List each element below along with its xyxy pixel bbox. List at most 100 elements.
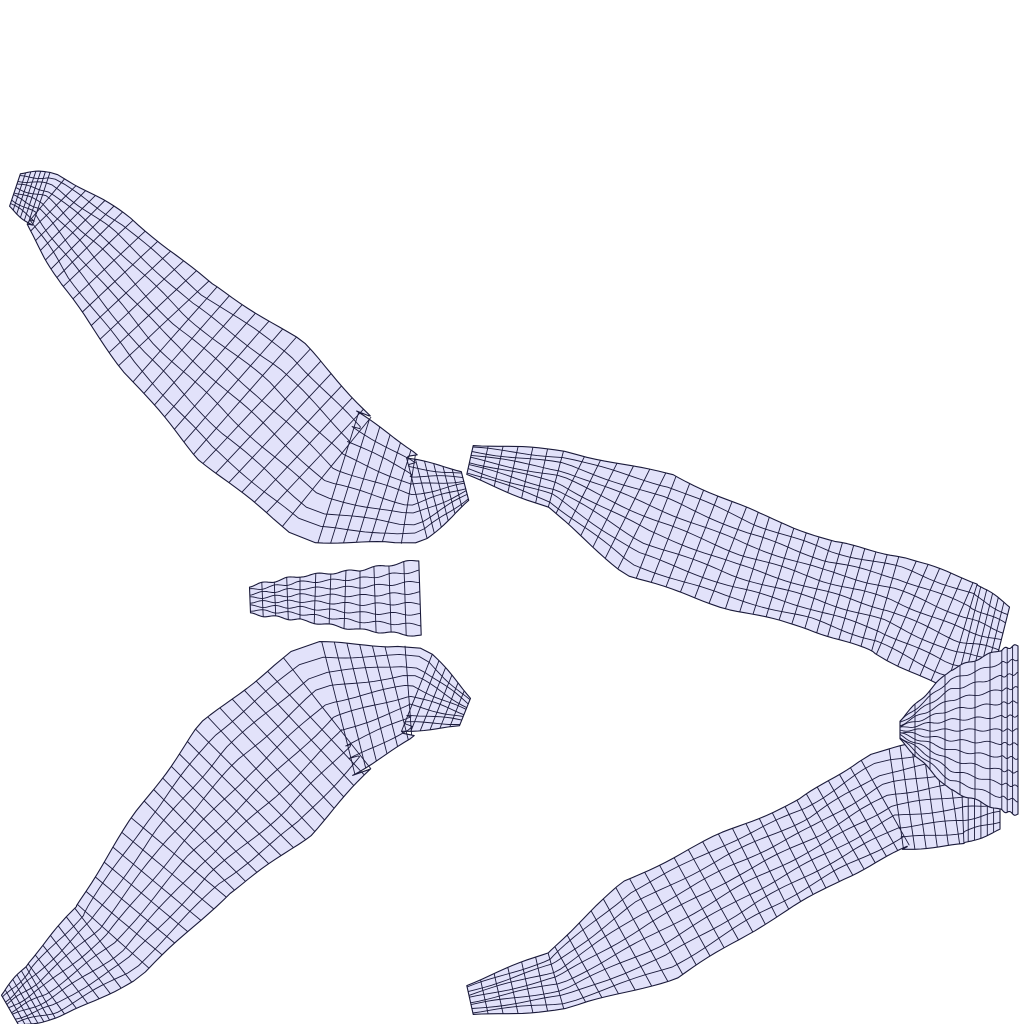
- left-limb-0-col-line: [35, 190, 86, 241]
- left-limb-2-col-line: [286, 577, 289, 620]
- right-limb-0-col-line: [908, 572, 952, 672]
- left-limb-2-col-line: [388, 565, 392, 633]
- left-limb-1-col-line: [439, 682, 459, 729]
- right-limb-1-col-line: [566, 934, 603, 998]
- left-limb-1-col-line: [130, 817, 227, 898]
- right-limb-0-col-line: [592, 465, 634, 548]
- left-limb-1-col-line: [267, 670, 365, 776]
- left-limb-0-col-line: [27, 171, 46, 223]
- left-limb-1-col-line: [219, 707, 325, 821]
- right-limb-1-col-line: [839, 774, 887, 857]
- left-limb-2-col-line: [328, 574, 332, 624]
- right-limb-1-col-line: [805, 793, 854, 876]
- left-limb-1-col-line: [333, 641, 367, 769]
- right-limb-1-col-line: [659, 865, 711, 957]
- left-limb-1-col-line: [282, 657, 371, 769]
- right-limb-0-col-line: [724, 512, 759, 610]
- right-limb-1-col-line: [578, 922, 619, 995]
- left-limb-0-col-line: [143, 295, 230, 394]
- left-limb-0-col-line: [19, 171, 37, 218]
- left-limb-0-col-line: [451, 469, 463, 507]
- left-limb-0-col-line: [16, 171, 32, 215]
- right-limb-1-col-line: [615, 887, 669, 982]
- left-limb-1-col-line: [112, 846, 202, 921]
- left-limb-1-col-line: [42, 945, 89, 1004]
- right-limb-1-col-line: [816, 786, 865, 870]
- left-limb-2-col-line: [261, 582, 264, 617]
- left-limb-2-outline: [248, 559, 422, 637]
- left-limb-0-col-line: [330, 419, 370, 544]
- right-limb-0-col-line: [650, 483, 691, 583]
- right-limb-0-col-line: [580, 463, 618, 536]
- left-limb-0-col-line: [381, 449, 412, 542]
- right-limb-0-outline: [466, 445, 1011, 688]
- left-limb-1-col-line: [346, 642, 377, 762]
- left-limb-0-col-line: [215, 360, 322, 474]
- left-limb-1-col-line: [8, 984, 32, 1024]
- right-limb-1-col-line: [850, 767, 899, 851]
- right-limb-1-col-line: [702, 841, 754, 933]
- right-limb-1-col-line: [731, 828, 778, 918]
- left-limb-1-col-line: [179, 753, 282, 856]
- left-limb-1-col-line: [65, 916, 122, 989]
- left-limb-2-col-line: [403, 561, 407, 636]
- left-limb-1-col-line: [404, 645, 413, 736]
- left-limb-0-col-line: [62, 219, 134, 287]
- left-limb-2-col-line: [313, 573, 317, 624]
- left-limb-1-col-line: [187, 741, 294, 849]
- left-limb-1-col-line: [429, 674, 453, 730]
- left-limb-0-col-line: [228, 373, 332, 483]
- left-limb-0-col-line: [26, 178, 66, 224]
- right-limb-1-col-line: [554, 946, 586, 1003]
- right-limb-1-col-line: [745, 823, 790, 910]
- left-limb-1-col-line: [384, 646, 409, 741]
- right-limb-0-col-line: [708, 506, 747, 604]
- left-limb-1-col-line: [57, 925, 111, 994]
- left-arrow-mesh: [0, 170, 472, 1024]
- left-limb-1-col-line: [27, 963, 65, 1015]
- left-limb-0-col-line: [202, 348, 311, 464]
- right-limb-0-col-line: [860, 554, 888, 647]
- left-limb-2-col-line: [343, 570, 347, 629]
- left-limb-1-col-line: [85, 891, 163, 956]
- left-limb-0-col-line: [118, 280, 210, 367]
- left-limb-1-col-line: [359, 644, 388, 754]
- right-limb-1-col-line: [758, 818, 802, 902]
- right-limb-0-col-line: [791, 536, 820, 625]
- right-limb-1-col-line: [784, 806, 827, 889]
- right-limb-1-col-line: [521, 961, 534, 1013]
- left-limb-0-col-line: [442, 466, 456, 514]
- left-limb-1-col-line: [162, 777, 258, 873]
- right-limb-0-col-line: [871, 556, 900, 651]
- right-limb-0-col-line: [521, 447, 534, 499]
- left-limb-0-col-line: [164, 312, 256, 418]
- left-limb-0-col-line: [343, 426, 381, 544]
- left-limb-0-col-line: [154, 304, 243, 406]
- right-limb-1-col-line: [644, 872, 697, 966]
- left-limb-1-col-line: [449, 690, 465, 727]
- left-limb-0-col-line: [99, 260, 184, 340]
- right-limb-1-col-line: [687, 849, 739, 941]
- left-limb-0-col-line: [108, 270, 197, 353]
- left-limb-0-col-line: [32, 172, 51, 226]
- left-limb-1-col-line: [4, 989, 26, 1024]
- right-limb-0-col-line: [897, 568, 941, 667]
- left-limb-1-col-line: [16, 974, 45, 1023]
- right-limb-0-col-line: [493, 446, 504, 487]
- left-limb-0-col-line: [23, 171, 42, 221]
- right-limb-0-col-line: [919, 577, 963, 676]
- right-limb-1-col-line: [828, 780, 876, 864]
- left-limb-1-col-line: [401, 654, 433, 732]
- right-limb-0-col-line: [617, 472, 667, 570]
- left-limb-0-col-line: [90, 250, 171, 326]
- right-limb-0-col-line: [816, 542, 843, 633]
- right-limb-0-col-line: [604, 468, 651, 559]
- right-limb-0-col-line: [739, 517, 770, 613]
- left-limb-1-col-line: [321, 641, 356, 775]
- left-limb-2-col-line: [373, 566, 377, 633]
- left-limb-0-col-line: [40, 195, 96, 251]
- left-limb-1-col-line: [207, 716, 316, 832]
- left-limb-1-col-line: [12, 979, 39, 1024]
- left-limb-2-col-line: [273, 582, 277, 616]
- right-limb-0-col-line: [555, 456, 585, 514]
